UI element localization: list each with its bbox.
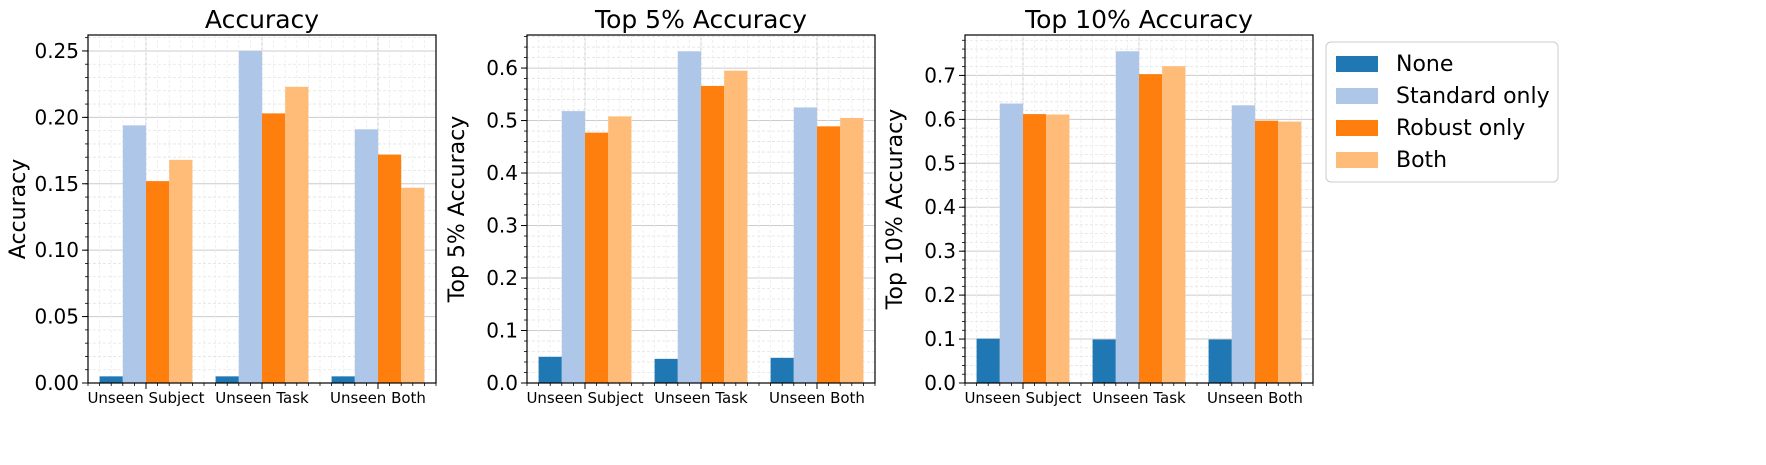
chart-title: Top 5% Accuracy (594, 5, 807, 34)
x-tick-label: Unseen Both (330, 389, 426, 407)
y-tick-label: 0.15 (34, 172, 79, 196)
bar-robust-only-unseen-task (701, 85, 725, 383)
bar-none-unseen-both (1208, 339, 1232, 383)
legend-label-standard-only: Standard only (1396, 84, 1550, 109)
legend: None Standard only Robust only Both (1325, 41, 1559, 183)
y-axis-label: Top 5% Accuracy (445, 116, 470, 303)
bar-robust-only-unseen-both (1255, 120, 1279, 383)
legend-swatch-both (1336, 152, 1378, 168)
bar-both-unseen-task (1162, 66, 1186, 384)
bars (976, 51, 1302, 384)
y-tick-label: 0.5 (486, 109, 518, 133)
y-tick-label: 0.7 (924, 63, 956, 87)
chart-title: Accuracy (205, 5, 319, 34)
legend-box (1325, 41, 1559, 183)
bar-robust-only-unseen-subject (1023, 114, 1047, 383)
y-tick-label: 0.1 (486, 319, 518, 343)
y-tick-label: 0.3 (924, 239, 956, 263)
legend-swatch-robust-only (1336, 120, 1378, 136)
bar-robust-only-unseen-subject (585, 132, 609, 383)
bar-standard-only-unseen-task (677, 51, 701, 384)
legend-swatch-none (1336, 56, 1378, 72)
y-tick-label: 0.6 (486, 56, 518, 80)
bar-standard-only-unseen-both (1231, 105, 1255, 383)
bar-standard-only-unseen-task (238, 50, 262, 383)
y-tick-label: 0.00 (34, 371, 79, 395)
y-tick-label: 0.05 (34, 305, 79, 329)
x-tick-label: Unseen Task (215, 389, 309, 407)
y-tick-label: 0.10 (34, 238, 79, 262)
x-tick-label: Unseen Subject (526, 389, 643, 407)
bar-none-unseen-subject (538, 356, 562, 383)
y-tick-label: 0.1 (924, 327, 956, 351)
bar-robust-only-unseen-both (817, 126, 841, 383)
bar-robust-only-unseen-both (378, 154, 402, 383)
y-tick-label: 0.2 (924, 283, 956, 307)
x-tick-label: Unseen Task (1092, 389, 1186, 407)
legend-label-none: None (1396, 52, 1453, 77)
bar-both-unseen-both (401, 187, 425, 383)
x-tick-label: Unseen Both (769, 389, 865, 407)
legend-label-both: Both (1396, 148, 1447, 173)
bar-both-unseen-both (840, 117, 864, 383)
y-axis-label: Top 10% Accuracy (883, 109, 908, 310)
y-tick-label: 0.5 (924, 151, 956, 175)
chart-title: Top 10% Accuracy (1024, 5, 1253, 34)
x-tick-label: Unseen Task (654, 389, 748, 407)
bar-robust-only-unseen-task (1139, 74, 1163, 383)
y-axis: 0.00 0.05 0.10 0.15 0.20 0.25 (34, 37, 88, 395)
y-tick-label: 0.20 (34, 105, 79, 129)
bar-both-unseen-task (724, 70, 748, 383)
bar-both-unseen-subject (608, 116, 632, 383)
x-axis: Unseen Subject Unseen Task Unseen Both (526, 383, 876, 407)
bar-both-unseen-subject (169, 159, 193, 383)
bar-both-unseen-both (1278, 121, 1302, 383)
x-axis: Unseen Subject Unseen Task Unseen Both (87, 383, 437, 407)
y-tick-label: 0.0 (924, 371, 956, 395)
y-tick-label: 0.0 (486, 371, 518, 395)
y-axis: 0.0 0.1 0.2 0.3 0.4 0.5 0.6 (486, 36, 527, 395)
bar-none-unseen-subject (976, 338, 1000, 383)
bar-robust-only-unseen-task (262, 113, 286, 384)
bar-standard-only-unseen-subject (561, 111, 585, 384)
bar-standard-only-unseen-subject (122, 125, 146, 383)
y-tick-label: 0.4 (924, 195, 956, 219)
bar-robust-only-unseen-subject (146, 181, 170, 383)
bar-both-unseen-subject (1046, 114, 1070, 383)
bar-none-unseen-task (1092, 339, 1116, 383)
legend-swatch-standard-only (1336, 88, 1378, 104)
bar-none-unseen-task (654, 358, 678, 383)
legend-label-robust-only: Robust only (1396, 116, 1525, 141)
bar-none-unseen-subject (99, 376, 123, 383)
x-tick-label: Unseen Both (1207, 389, 1303, 407)
bars (538, 51, 864, 384)
bar-standard-only-unseen-task (1115, 51, 1139, 384)
bar-none-unseen-both (331, 376, 355, 383)
bar-none-unseen-task (215, 376, 239, 383)
bars (99, 50, 425, 384)
x-tick-label: Unseen Subject (964, 389, 1081, 407)
bar-none-unseen-both (770, 357, 794, 383)
y-tick-label: 0.3 (486, 214, 518, 238)
x-tick-label: Unseen Subject (87, 389, 204, 407)
bar-standard-only-unseen-subject (999, 103, 1023, 383)
y-tick-label: 0.4 (486, 161, 518, 185)
y-tick-label: 0.25 (34, 39, 79, 63)
bar-standard-only-unseen-both (793, 107, 817, 383)
x-axis: Unseen Subject Unseen Task Unseen Both (964, 383, 1314, 407)
y-tick-label: 0.2 (486, 266, 518, 290)
bar-standard-only-unseen-both (354, 129, 378, 383)
y-axis: 0.0 0.1 0.2 0.3 0.4 0.5 0.6 0.7 (924, 39, 965, 395)
y-axis-label: Accuracy (6, 159, 31, 259)
bar-both-unseen-task (285, 86, 309, 384)
y-tick-label: 0.6 (924, 107, 956, 131)
